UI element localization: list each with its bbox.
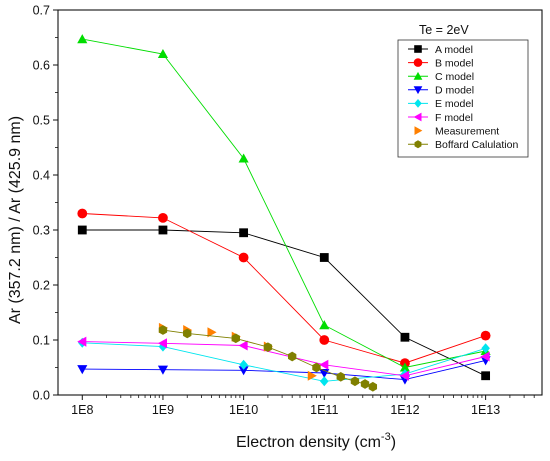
legend-marker-f-model — [413, 112, 422, 122]
legend-label-boffard-calulation: Boffard Calulation — [435, 139, 518, 151]
y-tick-label: 0.5 — [33, 114, 50, 128]
series-line-f-model — [82, 341, 486, 377]
x-tick-label: 1E12 — [390, 403, 419, 417]
data-point-f-model — [399, 370, 409, 381]
data-point-e-model — [239, 359, 248, 370]
data-point-b-model — [238, 252, 249, 263]
legend-label-a-model: A model — [435, 44, 473, 56]
x-tick-label: 1E13 — [471, 403, 500, 417]
data-point-boffard-calulation — [360, 379, 370, 389]
data-point-c-model — [157, 48, 169, 59]
data-point-f-model — [480, 351, 490, 362]
axes: 1E8 1E9 1E10 1E11 1E12 1E13 0.0 0.1 0.2 0.3 0.4 0.5… — [33, 4, 543, 417]
legend-label-measurement: Measurement — [435, 125, 499, 137]
series-layer — [77, 34, 491, 392]
data-point-e-model — [481, 343, 490, 354]
data-point-b-model — [480, 330, 491, 341]
y-tick-label: 0.6 — [33, 59, 50, 73]
data-point-e-model — [319, 376, 329, 387]
x-axis-label-sup: -3 — [381, 431, 391, 443]
y-tick-label: 0.3 — [33, 224, 50, 238]
series-line-b-model — [82, 213, 486, 364]
data-point-boffard-calulation — [336, 372, 345, 382]
legend-marker-boffard-calulation — [414, 140, 422, 149]
data-point-boffard-calulation — [312, 362, 321, 373]
data-point-b-model — [319, 335, 330, 345]
data-point-f-model — [238, 340, 248, 351]
x-tick-label: 1E10 — [229, 403, 258, 417]
data-point-boffard-calulation — [263, 342, 273, 352]
y-tick-label: 0.2 — [33, 279, 50, 293]
x-axis-label: Electron density (cm-3) — [236, 431, 396, 451]
series-d-model — [77, 356, 491, 385]
data-point-boffard-calulation — [350, 376, 360, 387]
x-tick-label: 1E9 — [152, 403, 174, 417]
series-line-d-model — [82, 359, 486, 381]
y-tick-label: 0.0 — [33, 389, 50, 403]
series-boffard-calulation — [158, 325, 378, 392]
legend-label-d-model: D model — [435, 85, 474, 97]
series-f-model — [77, 336, 490, 381]
data-point-d-model — [77, 365, 88, 375]
x-axis-label-end: ) — [391, 434, 396, 451]
series-line-boffard-calulation — [162, 329, 373, 388]
series-line-e-model — [82, 342, 486, 382]
x-tick-label: 1E8 — [71, 403, 93, 417]
data-point-measurement — [207, 327, 217, 338]
legend-label-f-model: F model — [435, 112, 473, 124]
data-point-boffard-calulation — [287, 351, 297, 362]
data-point-boffard-calulation — [158, 325, 168, 335]
data-point-c-model — [319, 320, 330, 330]
data-point-b-model — [158, 213, 168, 223]
data-point-c-model — [77, 34, 88, 44]
legend-marker-c-model — [413, 71, 423, 80]
y-tick-label: 0.7 — [33, 4, 50, 18]
data-point-c-model — [238, 153, 249, 163]
data-point-measurement — [307, 370, 317, 381]
legend-label-b-model: B model — [435, 57, 474, 69]
legend-marker-measurement — [414, 126, 423, 135]
y-tick-label: 0.4 — [33, 169, 50, 183]
x-tick-label: 1E11 — [310, 403, 338, 417]
data-point-boffard-calulation — [368, 381, 378, 392]
data-point-a-model — [77, 225, 87, 235]
data-point-a-model — [239, 228, 249, 238]
data-point-b-model — [77, 208, 88, 219]
legend-marker-e-model — [414, 99, 422, 108]
data-point-boffard-calulation — [183, 328, 192, 339]
legend-label-c-model: C model — [435, 71, 474, 83]
series-line-a-model — [82, 229, 486, 377]
data-point-d-model — [157, 365, 169, 375]
data-point-a-model — [319, 253, 329, 262]
legend-label-e-model: E model — [435, 98, 474, 110]
series-b-model — [77, 208, 491, 368]
data-point-boffard-calulation — [231, 333, 240, 344]
data-point-a-model — [481, 371, 491, 381]
annotation-te: Te = 2eV — [419, 23, 469, 37]
series-a-model — [77, 225, 491, 381]
y-tick-label: 0.1 — [33, 334, 50, 348]
legend-marker-d-model — [413, 86, 423, 95]
data-point-d-model — [238, 366, 249, 376]
y-axis-label: Ar (357.2 nm) / Ar (425.9 nm) — [7, 116, 24, 324]
data-point-a-model — [400, 332, 410, 342]
data-point-f-model — [319, 359, 329, 370]
data-point-a-model — [158, 225, 168, 235]
legend-marker-b-model — [413, 58, 423, 67]
data-point-c-model — [399, 362, 411, 372]
series-line-c-model — [82, 38, 486, 368]
data-point-f-model — [157, 338, 167, 349]
x-axis-label-main: Electron density (cm — [236, 434, 381, 451]
legend-marker-a-model — [414, 45, 422, 53]
series-e-model — [77, 337, 490, 387]
data-point-f-model — [77, 336, 87, 347]
